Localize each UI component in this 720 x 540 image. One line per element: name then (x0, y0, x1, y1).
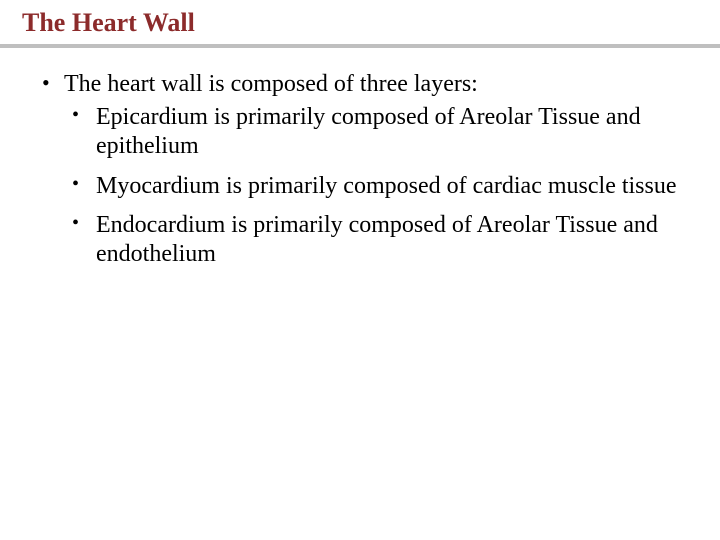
slide-content: The heart wall is composed of three laye… (0, 48, 720, 270)
list-item: Endocardium is primarily composed of Are… (72, 211, 690, 270)
list-item-text: Epicardium is primarily composed of Areo… (96, 104, 641, 159)
list-item: The heart wall is composed of three laye… (42, 70, 690, 270)
list-item-text: Myocardium is primarily composed of card… (96, 173, 677, 199)
slide: The Heart Wall The heart wall is compose… (0, 0, 720, 540)
slide-title: The Heart Wall (22, 8, 720, 38)
bullet-list-level1: The heart wall is composed of three laye… (42, 70, 690, 270)
list-item-text: The heart wall is composed of three laye… (64, 71, 478, 97)
title-block: The Heart Wall (0, 0, 720, 38)
bullet-list-level2: Epicardium is primarily composed of Areo… (64, 103, 690, 269)
list-item-text: Endocardium is primarily composed of Are… (96, 212, 658, 267)
list-item: Myocardium is primarily composed of card… (72, 172, 690, 201)
list-item: Epicardium is primarily composed of Areo… (72, 103, 690, 162)
